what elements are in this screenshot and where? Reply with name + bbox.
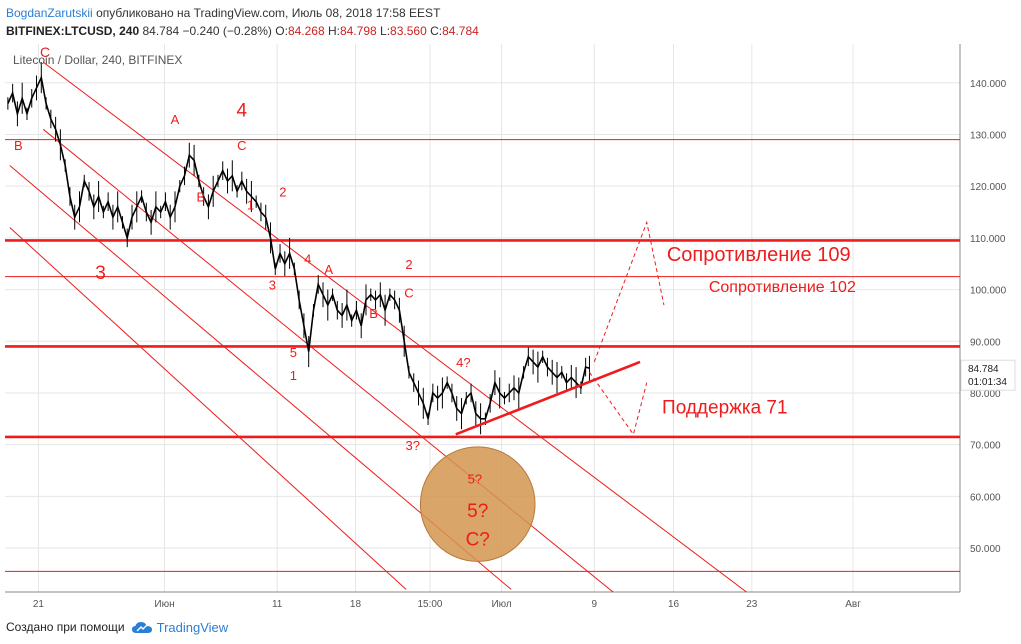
projection-path — [589, 371, 648, 436]
y-tick-label: 80.000 — [970, 389, 1001, 400]
price-change: −0.240 (−0.28%) — [182, 24, 272, 38]
y-tick-label: 140.000 — [970, 79, 1007, 90]
footer: Создано при помощи TradingView — [6, 614, 228, 640]
x-tick-label: Авг — [845, 599, 861, 610]
open-label: O: — [275, 24, 288, 38]
high-label: H: — [327, 24, 340, 38]
price-label-timer: 01:01:34 — [968, 377, 1007, 388]
x-tick-label: 21 — [33, 599, 45, 610]
wave-label: 1 — [247, 197, 254, 212]
y-tick-label: 130.000 — [970, 130, 1007, 141]
chart-area[interactable]: C B A 4 C B 1 2 3 4 A 3 2 C B 5 1 4? 3? 5? 5? C? Сопротивление… — [5, 44, 1017, 614]
low-value: 83.560 — [390, 24, 427, 38]
author-link[interactable]: BogdanZarutskii — [6, 6, 93, 20]
wave-label: A — [171, 112, 180, 127]
price-series — [7, 74, 590, 420]
drawing-layer: CBA 4CB1234A32CB514?3?5?5?C?Сопротивление… — [5, 44, 960, 592]
level-annotation: Сопротивление 102 — [709, 279, 856, 296]
cloud-icon — [131, 622, 152, 633]
symbol-label[interactable]: BITFINEX:LTCUSD, 240 — [6, 24, 140, 38]
last-price: 84.784 — [142, 24, 180, 38]
published-text: опубликовано на TradingView.com, Июль 08… — [96, 6, 441, 20]
wave-label: C — [237, 138, 246, 153]
chart-svg[interactable]: CBA 4CB1234A32CB514?3?5?5?C?Сопротивление… — [5, 44, 1017, 614]
wave-label: 5? — [468, 471, 482, 486]
wave-label: 2 — [405, 257, 412, 272]
level-annotation: Сопротивление 109 — [667, 244, 851, 266]
wave-label: 4 — [304, 252, 311, 267]
y-tick-label: 50.000 — [970, 544, 1001, 555]
x-tick-label: 23 — [746, 599, 758, 610]
support-trendline — [455, 360, 641, 436]
wave-label: 3? — [406, 438, 420, 453]
chart-header: BogdanZarutskii опубликовано на TradingV… — [6, 4, 479, 40]
y-tick-label: 90.000 — [970, 337, 1001, 348]
x-tick-label: 18 — [350, 599, 362, 610]
chart-title: Litecoin / Dollar, 240, BITFINEX — [13, 53, 182, 67]
channel-line — [42, 61, 748, 592]
x-tick-label: 9 — [591, 599, 597, 610]
wave-label: A — [324, 262, 333, 277]
y-tick-label: 100.000 — [970, 286, 1007, 297]
channel-line — [9, 227, 407, 590]
tradingview-logo[interactable]: TradingView — [131, 619, 229, 635]
wave-label: 2 — [279, 185, 286, 200]
level-annotation: Поддержка 71 — [662, 398, 788, 419]
y-tick-label: 70.000 — [970, 441, 1001, 452]
y-tick-label: 110.000 — [970, 234, 1006, 245]
wave-label: C — [40, 44, 50, 60]
wave-label: C — [404, 285, 413, 300]
x-tick-label: Июл — [491, 599, 511, 610]
wave-label: 5? — [467, 501, 488, 522]
x-tick-label: 16 — [668, 599, 680, 610]
close-value: 84.784 — [442, 24, 479, 38]
x-tick-label: Июн — [154, 599, 174, 610]
x-tick-label: 15:00 — [417, 599, 442, 610]
price-label-box — [960, 359, 1016, 391]
wave-label: B — [14, 138, 23, 153]
high-value: 84.798 — [339, 24, 377, 38]
created-with-text: Создано при помощи — [6, 620, 125, 634]
wave-label: 4 — [237, 100, 248, 121]
projection-path — [593, 220, 665, 363]
target-zone-circle — [419, 446, 536, 562]
tradingview-brand[interactable]: TradingView — [156, 619, 229, 635]
close-label: C: — [430, 24, 443, 38]
wave-label: 4? — [456, 355, 470, 370]
wave-label: 3 — [269, 278, 276, 293]
wave-label: 5 — [290, 345, 297, 360]
y-tick-label: 60.000 — [970, 492, 1001, 503]
wave-label: 3 — [95, 263, 106, 284]
price-label-value: 84.784 — [968, 364, 999, 375]
wave-label: B — [196, 190, 205, 205]
wave-label: 1 — [290, 368, 297, 383]
publish-line: BogdanZarutskii опубликовано на TradingV… — [6, 4, 479, 22]
wave-label: C? — [466, 529, 490, 550]
y-tick-label: 120.000 — [970, 182, 1007, 193]
low-label: L: — [380, 24, 391, 38]
ohlc-line: BITFINEX:LTCUSD, 240 84.784 −0.240 (−0.2… — [6, 22, 479, 40]
x-tick-label: 11 — [272, 599, 283, 610]
wave-label: B — [369, 306, 378, 321]
open-value: 84.268 — [287, 24, 325, 38]
